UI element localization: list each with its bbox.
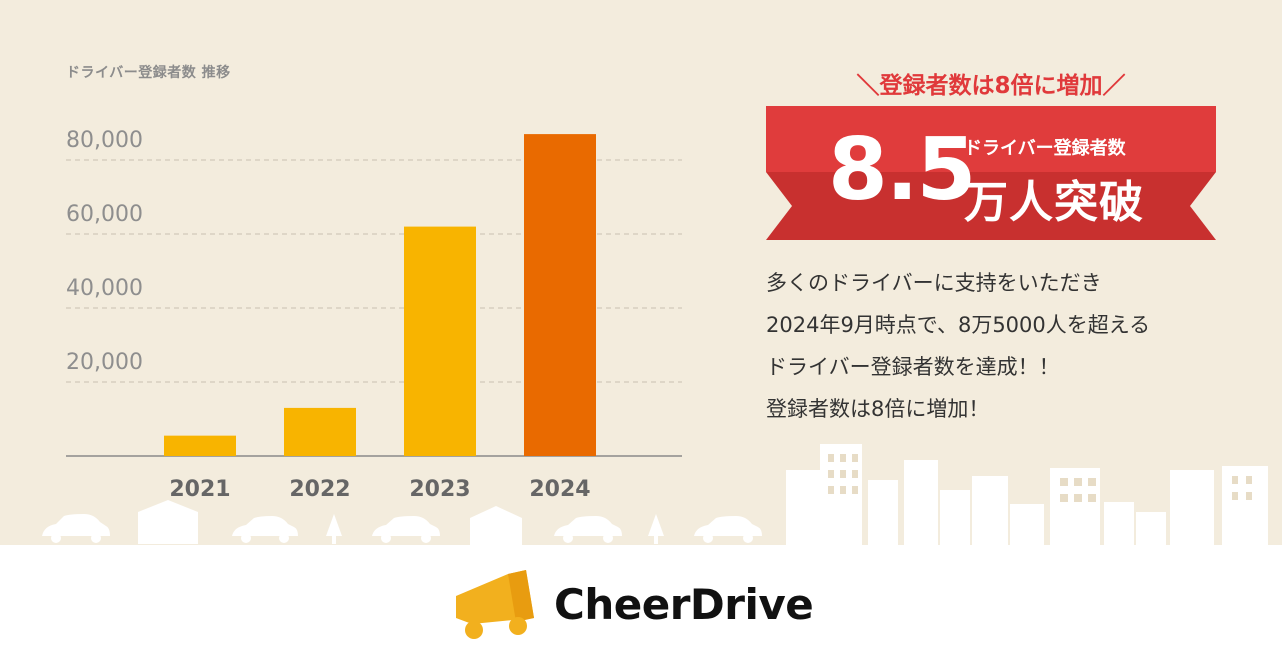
ribbon-top (766, 106, 1216, 172)
building-icon (786, 470, 820, 546)
building-icon (940, 490, 970, 546)
city-silhouette (42, 444, 1268, 546)
x-tick-label: 2024 (529, 477, 590, 502)
ribbon-sub-label: ドライバー登録者数 (964, 138, 1126, 159)
bar (284, 407, 356, 456)
ribbon-main-label: 万人突破 (964, 177, 1144, 228)
y-tick-label: 20,000 (66, 350, 143, 375)
bar (164, 435, 236, 456)
megaphone-truck-icon (456, 570, 534, 639)
tree-icon (648, 514, 664, 544)
y-tick-label: 40,000 (66, 276, 143, 301)
y-tick-label: 80,000 (66, 128, 143, 153)
headline: ＼登録者数は8倍に増加／ (856, 73, 1126, 99)
building-icon (1010, 504, 1044, 546)
chart-title: ドライバー登録者数 推移 (66, 65, 231, 81)
bar (524, 134, 596, 456)
building-icon (868, 480, 898, 546)
ribbon-notch-left (766, 172, 792, 240)
cheerdrive-logo: CheerDrive (452, 566, 832, 646)
x-tick-label: 2023 (409, 477, 470, 502)
car-icon (372, 516, 440, 543)
car-icon (554, 516, 622, 543)
house-icon (138, 500, 198, 544)
building-icon (904, 460, 938, 546)
description-line: ドライバー登録者数を達成！！ (766, 355, 1060, 379)
car-icon (694, 516, 762, 543)
x-tick-label: 2021 (169, 477, 230, 502)
building-icon (1222, 466, 1268, 546)
description-line: 2024年9月時点で、8万5000人を超える (766, 313, 1151, 337)
building-icon (1136, 512, 1166, 546)
tree-icon (326, 514, 342, 544)
house-icon (470, 506, 522, 546)
y-tick-label: 60,000 (66, 202, 143, 227)
car-icon (42, 514, 110, 543)
ribbon-bottom (766, 172, 1216, 240)
ribbon-banner: 8.5 ドライバー登録者数 万人突破 (766, 106, 1216, 240)
building-icon (1170, 470, 1214, 546)
building-icon (1104, 502, 1134, 546)
bar (404, 226, 476, 456)
ribbon-notch-right (1190, 172, 1216, 240)
description-line: 登録者数は8倍に増加！ (766, 397, 990, 421)
building-icon (972, 476, 1008, 546)
x-tick-label: 2022 (289, 477, 350, 502)
car-icon (232, 516, 298, 543)
bar-chart: 20,000 40,000 60,000 80,000 2021 2022 2023 2024 (66, 128, 682, 502)
big-number: 8.5 (828, 120, 976, 220)
description-line: 多くのドライバーに支持をいただき (766, 271, 1102, 295)
description: 多くのドライバーに支持をいただき 2024年9月時点で、8万5000人を超える … (766, 262, 1246, 430)
logo-text: CheerDrive (554, 580, 814, 629)
